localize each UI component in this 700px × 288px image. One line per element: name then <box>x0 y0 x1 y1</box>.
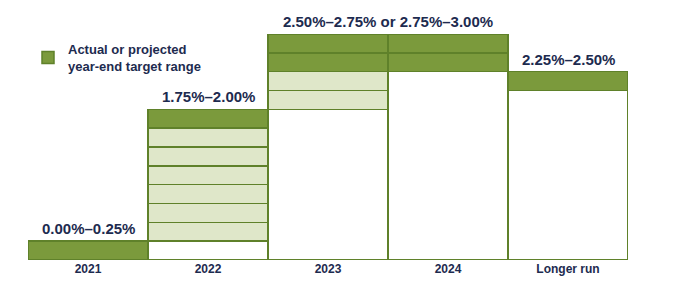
svg-text:2021: 2021 <box>75 262 102 276</box>
svg-text:Actual or projectedyear-end ta: Actual or projectedyear-end target range <box>68 42 201 74</box>
svg-text:2.50%–2.75% or 2.75%–3.00%: 2.50%–2.75% or 2.75%–3.00% <box>283 13 493 30</box>
svg-text:2023: 2023 <box>315 262 342 276</box>
svg-text:2024: 2024 <box>435 262 462 276</box>
svg-text:0.00%–0.25%: 0.00%–0.25% <box>42 220 135 237</box>
svg-text:2.25%–2.50%: 2.25%–2.50% <box>522 51 615 68</box>
svg-text:Longer run: Longer run <box>536 262 599 276</box>
svg-text:2022: 2022 <box>195 262 222 276</box>
svg-text:1.75%–2.00%: 1.75%–2.00% <box>162 88 255 105</box>
